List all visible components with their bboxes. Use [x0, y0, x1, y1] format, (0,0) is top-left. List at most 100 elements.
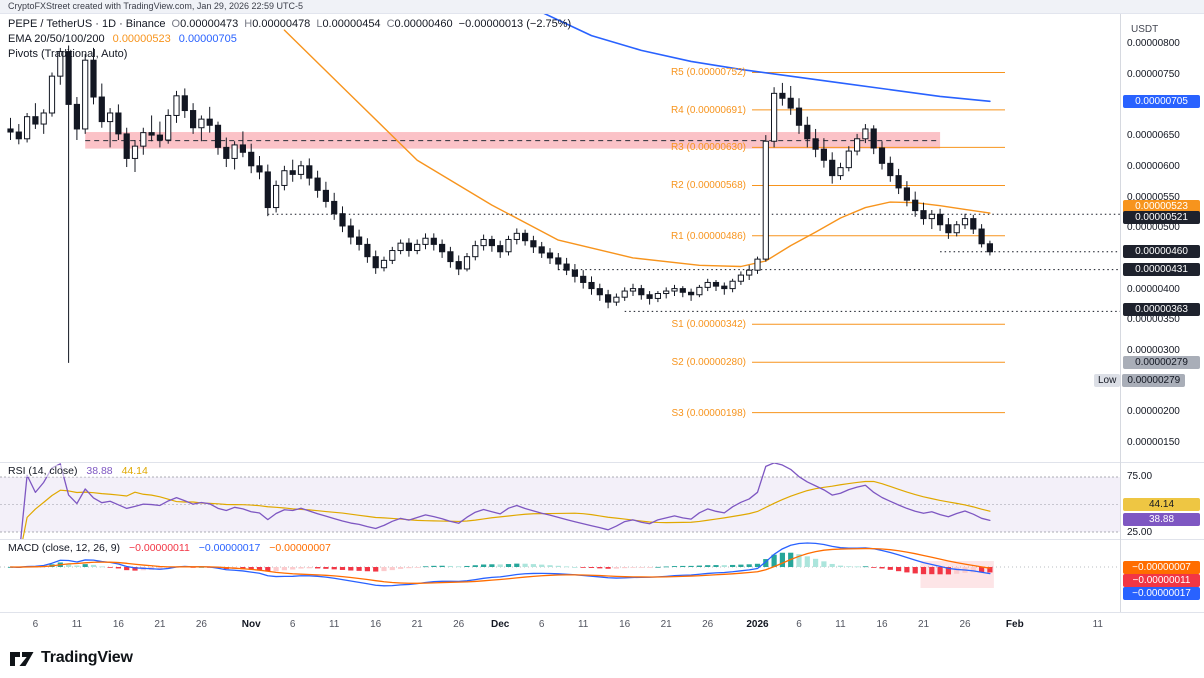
macd-hist-bar	[862, 566, 868, 568]
macd-hist-bar	[887, 567, 893, 570]
close-value: 0.00000460	[394, 18, 453, 30]
macd-hist-bar	[647, 567, 653, 568]
rsi-header[interactable]: RSI (14, close) 38.88 44.14	[8, 465, 148, 477]
close-label: C	[386, 18, 395, 30]
candle-body	[513, 232, 520, 240]
candle-body	[878, 147, 886, 164]
pivot-label-s2: S2 (0.00000280)	[671, 357, 746, 369]
macd-header[interactable]: MACD (close, 12, 26, 9) −0.00000011 −0.0…	[8, 542, 331, 554]
time-axis-label: 11	[835, 619, 846, 630]
candle-body	[546, 252, 554, 259]
macd-hist-bar	[663, 566, 669, 568]
symbol-row[interactable]: PEPE / TetherUS · 1D · Binance O0.0000047…	[8, 17, 571, 32]
pivots-row[interactable]: Pivots (Traditional, Auto)	[8, 47, 571, 62]
macd-pane[interactable]	[0, 542, 1120, 588]
time-axis-label: 6	[32, 619, 39, 630]
candle-body	[795, 107, 803, 126]
time-axis-label: 11	[328, 619, 340, 630]
price-tick: 0.00000800	[1127, 38, 1180, 49]
macd-hist-bar	[157, 567, 163, 570]
pivot-label-r1: R1 (0.00000486)	[670, 230, 746, 242]
rsi-ma-line	[22, 480, 991, 539]
candle-body	[945, 224, 952, 234]
price-badge: 0.00000363	[1123, 302, 1200, 316]
candle-body	[961, 218, 969, 226]
candle-body	[696, 286, 703, 296]
macd-hist-bar	[99, 566, 105, 568]
candle-body	[82, 59, 89, 130]
price-pane[interactable]	[7, 12, 1120, 414]
candle-body	[870, 128, 877, 149]
open-label: O	[171, 18, 181, 30]
candle-body	[679, 288, 686, 293]
time-axis-label: 26	[959, 619, 971, 630]
rsi-tick-25: 25.00	[1127, 527, 1153, 538]
candle-body	[198, 118, 205, 129]
macd-hist-bar	[398, 567, 404, 569]
candle-body	[372, 256, 379, 269]
candle-body	[928, 213, 935, 220]
candle-body	[165, 114, 172, 141]
macd-hist-bar	[572, 566, 578, 568]
macd-hist-bar	[564, 566, 570, 568]
macd-line-value: −0.00000017	[198, 542, 261, 554]
macd-hist-bar	[779, 552, 785, 567]
time-axis-label: 16	[876, 619, 888, 630]
candle-body	[488, 238, 495, 247]
time-axis-label: 11	[71, 619, 83, 630]
candle-body	[289, 170, 296, 175]
candle-body	[140, 132, 147, 147]
attribution-text: CryptoFXStreet created with TradingView.…	[8, 1, 303, 11]
candle-body	[297, 165, 305, 175]
low-label: L	[316, 18, 323, 30]
low-marker-value: 0.00000279	[1122, 374, 1186, 387]
macd-hist-bar	[273, 567, 279, 572]
rsi-line	[20, 463, 991, 539]
candle-body	[704, 281, 711, 288]
macd-hist-bar	[381, 567, 387, 572]
price-badge: 0.00000521	[1123, 210, 1200, 224]
time-axis-label: 26	[702, 619, 714, 630]
macd-hist-bar	[638, 567, 644, 568]
macd-hist-bar	[813, 558, 819, 567]
macd-hist-bar	[555, 565, 561, 567]
candle-body	[98, 96, 105, 123]
candle-body	[173, 95, 180, 116]
macd-hist-bar	[837, 565, 844, 567]
ema-row[interactable]: EMA 20/50/100/200 0.00000523 0.00000705	[8, 32, 571, 47]
macd-hist-bar	[406, 567, 412, 569]
axis-unit-label[interactable]: USDT	[1131, 24, 1159, 35]
macd-hist-bar	[821, 561, 827, 567]
time-axis-label: 6	[538, 619, 545, 630]
footer-brand[interactable]: TradingView	[10, 648, 133, 668]
macd-title[interactable]: MACD (close, 12, 26, 9)	[8, 542, 121, 554]
candle-body	[414, 243, 421, 252]
candle-body	[588, 281, 595, 290]
macd-hist-bar	[854, 566, 860, 568]
candle-body	[787, 97, 794, 109]
macd-hist-bar	[896, 567, 902, 572]
candle-body	[24, 116, 31, 140]
macd-hist-bar	[481, 564, 487, 567]
rsi-ma-value: 44.14	[121, 465, 148, 477]
ema-label[interactable]: EMA 20/50/100/200	[8, 33, 105, 45]
pivots-label[interactable]: Pivots (Traditional, Auto)	[8, 48, 128, 60]
price-tick: 0.00000150	[1127, 437, 1180, 449]
candle-body	[721, 285, 728, 290]
rsi-title[interactable]: RSI (14, close)	[8, 465, 78, 477]
rsi-pane[interactable]	[0, 463, 1120, 560]
macd-hist-bar	[373, 567, 379, 572]
macd-hist-bar	[738, 564, 744, 567]
ema-blue-line	[543, 14, 991, 103]
macd-hist-bar	[605, 567, 611, 569]
candle-body	[339, 213, 346, 227]
price-badge: 0.00000460	[1123, 245, 1200, 259]
macd-line-badge: −0.00000017	[1123, 587, 1200, 600]
macd-hist-bar	[489, 564, 495, 567]
macd-hist-bar	[671, 566, 678, 567]
symbol-title[interactable]: PEPE / TetherUS · 1D · Binance	[8, 18, 166, 30]
candle-body	[571, 269, 578, 277]
macd-hist-bar	[970, 567, 976, 573]
macd-hist-bar	[987, 567, 993, 573]
